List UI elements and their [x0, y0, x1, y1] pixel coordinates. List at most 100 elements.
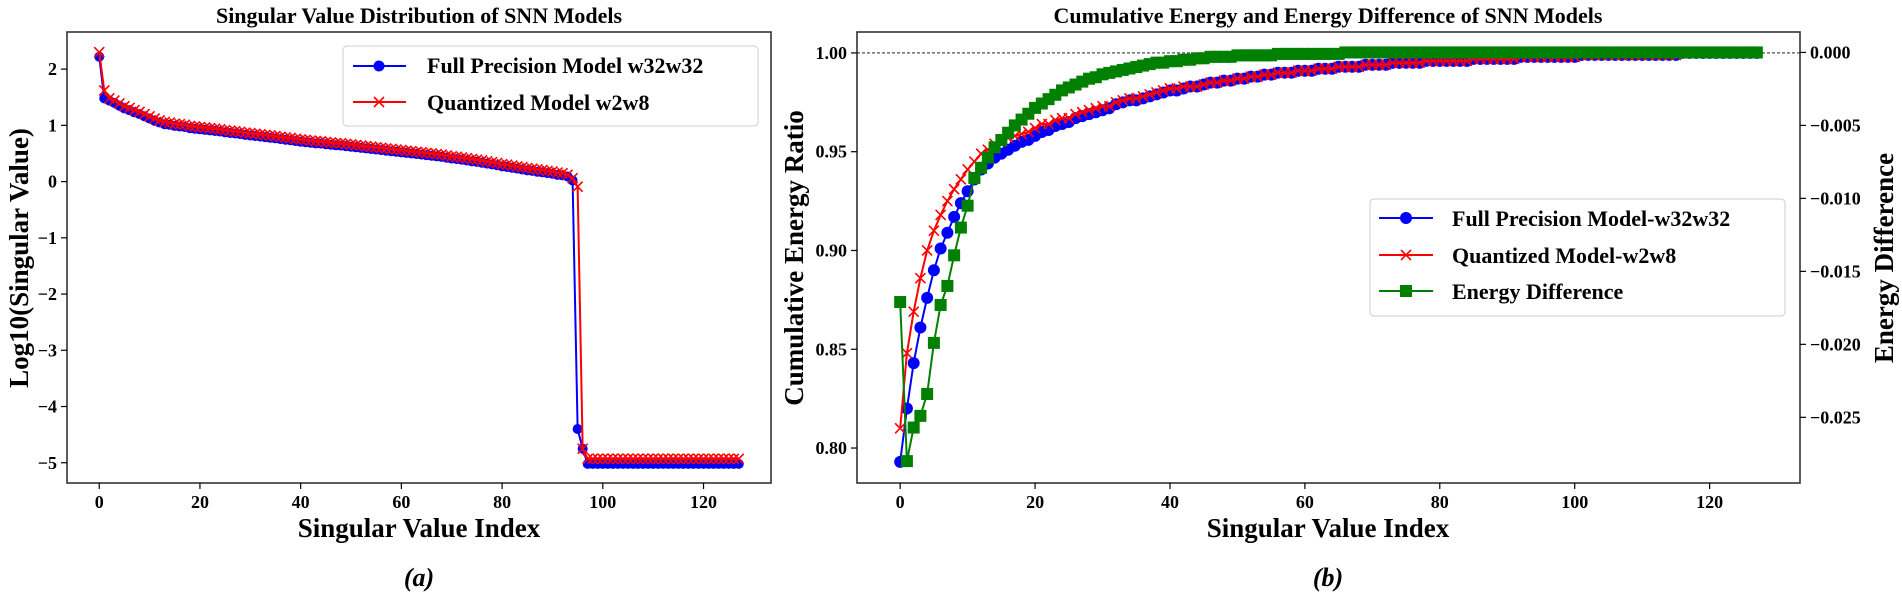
data-point — [672, 453, 684, 465]
data-point — [718, 453, 730, 465]
panel-b-legend: Full Precision Model-w32w32 Quantized Mo… — [1369, 198, 1786, 317]
data-point — [577, 443, 589, 455]
y-tick-label: 0.90 — [816, 240, 848, 260]
data-point — [1083, 104, 1095, 116]
data-point — [1110, 96, 1122, 108]
series-energy-difference — [894, 46, 1763, 468]
data-point — [652, 453, 664, 465]
data-point — [955, 173, 967, 185]
data-point — [1144, 88, 1156, 100]
data-point — [934, 242, 947, 255]
y-right-tick-label: −0.005 — [1810, 115, 1861, 135]
data-point — [1063, 112, 1075, 124]
y-tick-label: −5 — [38, 453, 57, 473]
data-point — [894, 296, 907, 309]
data-point — [1163, 55, 1176, 68]
data-point — [1413, 57, 1426, 69]
data-point — [708, 453, 720, 465]
data-point — [93, 46, 105, 58]
legend-label-energy-difference: Energy Difference — [1452, 279, 1623, 304]
data-point — [1117, 94, 1129, 106]
panel-a-title: Singular Value Distribution of SNN Model… — [216, 3, 623, 28]
legend-label-quantized: Quantized Model-w2w8 — [1452, 243, 1676, 268]
data-point — [1380, 59, 1392, 71]
panel-b-xlabel: Singular Value Index — [1207, 513, 1450, 543]
data-point — [1326, 63, 1338, 75]
data-point — [907, 421, 920, 434]
y-tick-label: 0 — [48, 172, 57, 192]
data-point — [1306, 65, 1318, 77]
data-point — [927, 336, 940, 349]
data-point — [592, 453, 604, 465]
data-point — [1238, 73, 1250, 85]
legend-marker-circle — [373, 60, 385, 72]
data-point — [682, 453, 694, 465]
data-point — [981, 151, 994, 164]
y-tick-label: 1 — [48, 115, 57, 135]
data-point — [1353, 61, 1365, 73]
data-point — [637, 453, 649, 465]
legend-label-full-precision: Full Precision Model-w32w32 — [1452, 206, 1730, 231]
panel-b-title: Cumulative Energy and Energy Difference … — [1054, 3, 1603, 28]
data-point — [723, 453, 735, 465]
data-point — [1225, 75, 1237, 87]
data-point — [1265, 69, 1277, 81]
x-tick-label: 20 — [1026, 492, 1044, 512]
data-point — [914, 272, 926, 284]
data-point — [921, 244, 933, 257]
legend-marker-circle — [1400, 212, 1412, 224]
data-point — [914, 409, 927, 422]
data-point — [941, 279, 954, 292]
data-point — [914, 321, 927, 334]
data-point — [1130, 92, 1142, 104]
data-point — [1076, 106, 1088, 118]
data-point — [612, 453, 624, 465]
data-point — [948, 249, 961, 262]
data-point — [607, 453, 619, 465]
data-point — [1750, 46, 1763, 59]
data-point — [928, 225, 940, 237]
y-tick-label: −3 — [38, 340, 57, 360]
data-point — [961, 199, 974, 212]
data-point — [310, 135, 322, 147]
y-tick-label: 1.00 — [816, 43, 848, 63]
legend-marker-x — [1400, 249, 1412, 261]
data-point — [1022, 126, 1034, 138]
axes-frame — [66, 31, 772, 484]
data-point — [572, 424, 583, 435]
y-right-tick-label: −0.020 — [1810, 334, 1861, 354]
data-point — [901, 347, 913, 359]
data-point — [561, 169, 574, 181]
panel-a-xlabel: Singular Value Index — [298, 513, 541, 543]
data-point — [733, 453, 745, 465]
data-point — [1157, 84, 1169, 97]
panel-b-ylabel-right: Energy Difference — [1869, 153, 1899, 363]
legend-marker-square — [1400, 285, 1412, 297]
data-point — [677, 453, 689, 465]
data-point — [702, 453, 715, 465]
panel-b-caption: (b) — [1313, 563, 1343, 592]
data-point — [954, 221, 967, 234]
data-point — [1157, 56, 1170, 69]
data-point — [941, 226, 954, 239]
y-right-tick-label: 0.000 — [1810, 42, 1851, 62]
data-point — [567, 172, 579, 184]
data-point — [921, 387, 934, 400]
y-tick-label: −1 — [38, 228, 57, 248]
y-tick-label: 0.80 — [816, 438, 848, 458]
data-point — [602, 453, 614, 465]
panel-a-singular-values: Singular Value Distribution of SNN Model… — [4, 3, 772, 592]
data-point — [597, 453, 609, 465]
data-point — [1043, 118, 1055, 130]
panel-b-cumulative-energy: Cumulative Energy and Energy Difference … — [779, 3, 1899, 592]
panel-b-plot-area: 0 20 40 60 80 100 120 1.00 0.95 0.90 0.85 0.80 0.000… — [816, 31, 1861, 512]
data-point — [908, 306, 920, 318]
legend-label-quantized: Quantized Model w2w8 — [427, 90, 649, 115]
data-point — [1285, 67, 1297, 79]
data-point — [948, 183, 960, 195]
y-right-tick-label: −0.010 — [1810, 188, 1861, 208]
data-point — [1191, 80, 1203, 93]
panel-a-plot-area: 0 20 40 60 80 100 120 2 1 0 −1 −2 −3 −4 −5 — [38, 31, 772, 512]
data-point — [647, 453, 659, 465]
y-tick-label: 0.85 — [816, 339, 848, 359]
